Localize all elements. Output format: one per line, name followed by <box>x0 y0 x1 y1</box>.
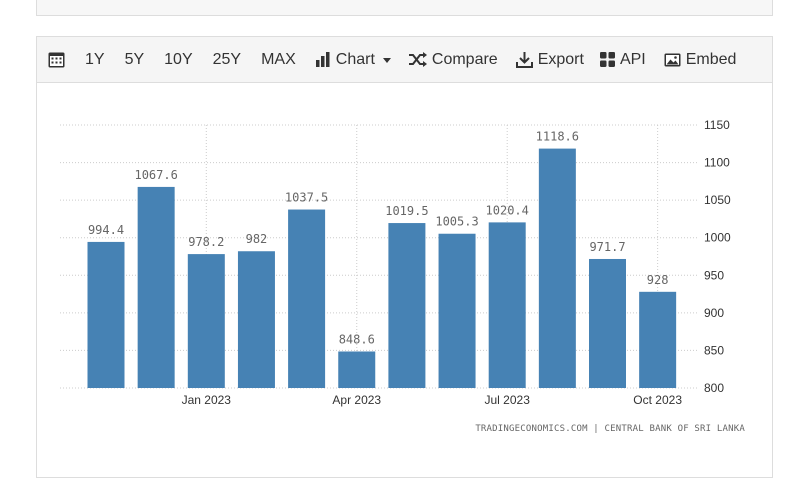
x-tick-label: Oct 2023 <box>633 393 682 407</box>
compare-button[interactable]: Compare <box>408 50 498 69</box>
bar-value-label: 1019.5 <box>385 204 428 218</box>
bar-value-label: 1037.5 <box>285 191 328 205</box>
bar-value-label: 1067.6 <box>134 168 177 182</box>
y-tick-label: 1100 <box>704 156 730 170</box>
export-label: Export <box>537 50 584 68</box>
chart-type-label: Chart <box>335 50 375 68</box>
bar-value-label: 978.2 <box>188 235 224 249</box>
bar <box>488 222 526 388</box>
bar <box>87 241 125 388</box>
bar-value-label: 848.6 <box>339 332 375 346</box>
compare-label: Compare <box>431 50 498 68</box>
x-tick-label: Jul 2023 <box>485 393 531 407</box>
source-attribution: TRADINGECONOMICS.COM | CENTRAL BANK OF S… <box>475 424 745 434</box>
x-tick-label: Apr 2023 <box>332 393 381 407</box>
bar <box>538 148 576 388</box>
bar <box>639 291 677 388</box>
y-tick-label: 850 <box>704 343 724 357</box>
bar <box>187 254 225 388</box>
bar-chart-icon <box>315 52 330 67</box>
top-panel <box>36 0 773 16</box>
bar <box>589 258 626 388</box>
image-icon <box>664 53 681 66</box>
bar-chart: 800 850 900 950 1000 1050 1100 1150 Jan 2023 Apr … <box>60 118 731 407</box>
api-label: API <box>619 50 646 68</box>
y-tick-label: 1150 <box>704 118 730 132</box>
y-tick-label: 800 <box>704 381 724 395</box>
range-max-button[interactable]: MAX <box>261 50 296 68</box>
bar-value-label: 1118.6 <box>536 130 579 144</box>
download-icon <box>515 51 533 68</box>
export-button[interactable]: Export <box>515 50 584 69</box>
range-1y-button[interactable]: 1Y <box>85 50 105 68</box>
y-tick-label: 900 <box>704 306 724 320</box>
y-tick-label: 950 <box>704 268 724 282</box>
y-tick-label: 1000 <box>704 231 731 245</box>
bar <box>388 223 426 388</box>
bar <box>438 233 476 388</box>
shuffle-icon <box>408 52 427 67</box>
chevron-down-icon <box>382 58 391 63</box>
bar <box>237 251 275 388</box>
range-25y-button[interactable]: 25Y <box>212 50 242 68</box>
grid-icon <box>599 52 615 67</box>
api-button[interactable]: API <box>599 50 646 69</box>
x-tick-label: Jan 2023 <box>182 393 232 407</box>
bar-value-label: 971.7 <box>589 240 625 254</box>
chart-type-dropdown[interactable]: Chart <box>315 50 391 69</box>
embed-button[interactable]: Embed <box>664 50 737 69</box>
bar-value-label: 994.4 <box>88 223 124 237</box>
chart-toolbar: 1Y 5Y 10Y 25Y MAX Chart Compare Export <box>37 37 772 83</box>
bar-value-label: 982 <box>246 232 268 246</box>
bar <box>288 209 326 388</box>
embed-label: Embed <box>685 50 737 68</box>
bar-value-label: 1005.3 <box>435 215 478 229</box>
bar <box>137 186 175 388</box>
bar-value-label: 928 <box>647 273 669 287</box>
calendar-button[interactable] <box>48 51 65 68</box>
calendar-icon <box>48 52 65 68</box>
y-tick-label: 1050 <box>704 193 731 207</box>
range-5y-button[interactable]: 5Y <box>124 50 145 68</box>
bar <box>338 351 376 388</box>
bar-value-label: 1020.4 <box>486 203 529 217</box>
range-10y-button[interactable]: 10Y <box>164 50 193 68</box>
